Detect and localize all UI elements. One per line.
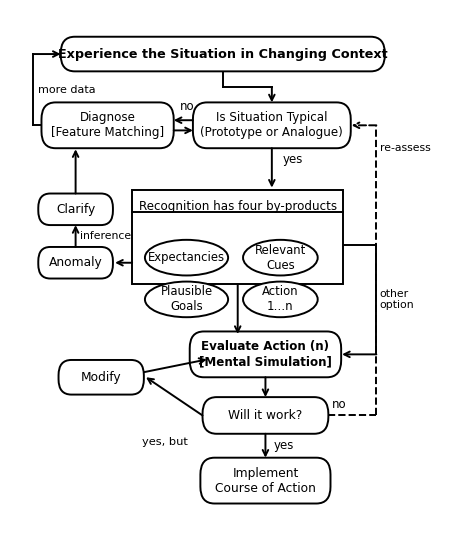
FancyBboxPatch shape [38,247,113,279]
Text: Action
1…n: Action 1…n [262,285,299,313]
Text: Experience the Situation in Changing Context: Experience the Situation in Changing Con… [58,47,388,61]
Text: Clarify: Clarify [56,203,95,216]
FancyBboxPatch shape [193,102,351,148]
Text: re-assess: re-assess [380,143,430,153]
FancyBboxPatch shape [61,37,385,71]
Text: Plausible
Goals: Plausible Goals [161,285,212,313]
Text: yes: yes [283,154,303,166]
Text: yes: yes [274,439,294,452]
Ellipse shape [145,281,228,317]
FancyBboxPatch shape [38,193,113,225]
Text: no: no [180,100,195,112]
FancyBboxPatch shape [42,102,173,148]
Text: Expectancies: Expectancies [148,251,225,264]
Text: other
option: other option [380,289,414,310]
Text: Will it work?: Will it work? [228,409,302,422]
Ellipse shape [243,281,318,317]
Text: Diagnose
[Feature Matching]: Diagnose [Feature Matching] [51,111,164,139]
FancyBboxPatch shape [202,397,328,434]
Ellipse shape [145,240,228,276]
Ellipse shape [243,240,318,276]
Text: yes, but: yes, but [142,437,188,447]
Text: no: no [332,398,346,411]
Bar [132,190,343,285]
FancyBboxPatch shape [201,458,330,504]
Text: inference: inference [80,231,131,241]
Text: Is Situation Typical
(Prototype or Analogue): Is Situation Typical (Prototype or Analo… [201,111,343,139]
Text: Anomaly: Anomaly [49,256,102,269]
Text: Recognition has four by-products: Recognition has four by-products [139,200,337,213]
Text: Modify: Modify [81,371,121,384]
Text: more data: more data [38,85,96,95]
Text: Relevant
Cues: Relevant Cues [255,244,306,272]
Text: Implement
Course of Action: Implement Course of Action [215,466,316,495]
FancyBboxPatch shape [190,332,341,377]
FancyBboxPatch shape [59,360,144,394]
Text: Evaluate Action (n)
[Mental Simulation]: Evaluate Action (n) [Mental Simulation] [199,341,332,368]
